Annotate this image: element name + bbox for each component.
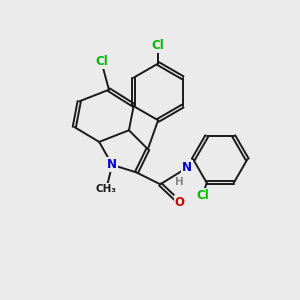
Text: CH₃: CH₃ — [96, 184, 117, 194]
Text: Cl: Cl — [95, 55, 108, 68]
Text: N: N — [182, 161, 192, 174]
Text: O: O — [175, 196, 185, 209]
Text: Cl: Cl — [152, 40, 164, 52]
Text: Cl: Cl — [196, 188, 209, 202]
Text: N: N — [107, 158, 117, 171]
Text: H: H — [175, 177, 184, 188]
